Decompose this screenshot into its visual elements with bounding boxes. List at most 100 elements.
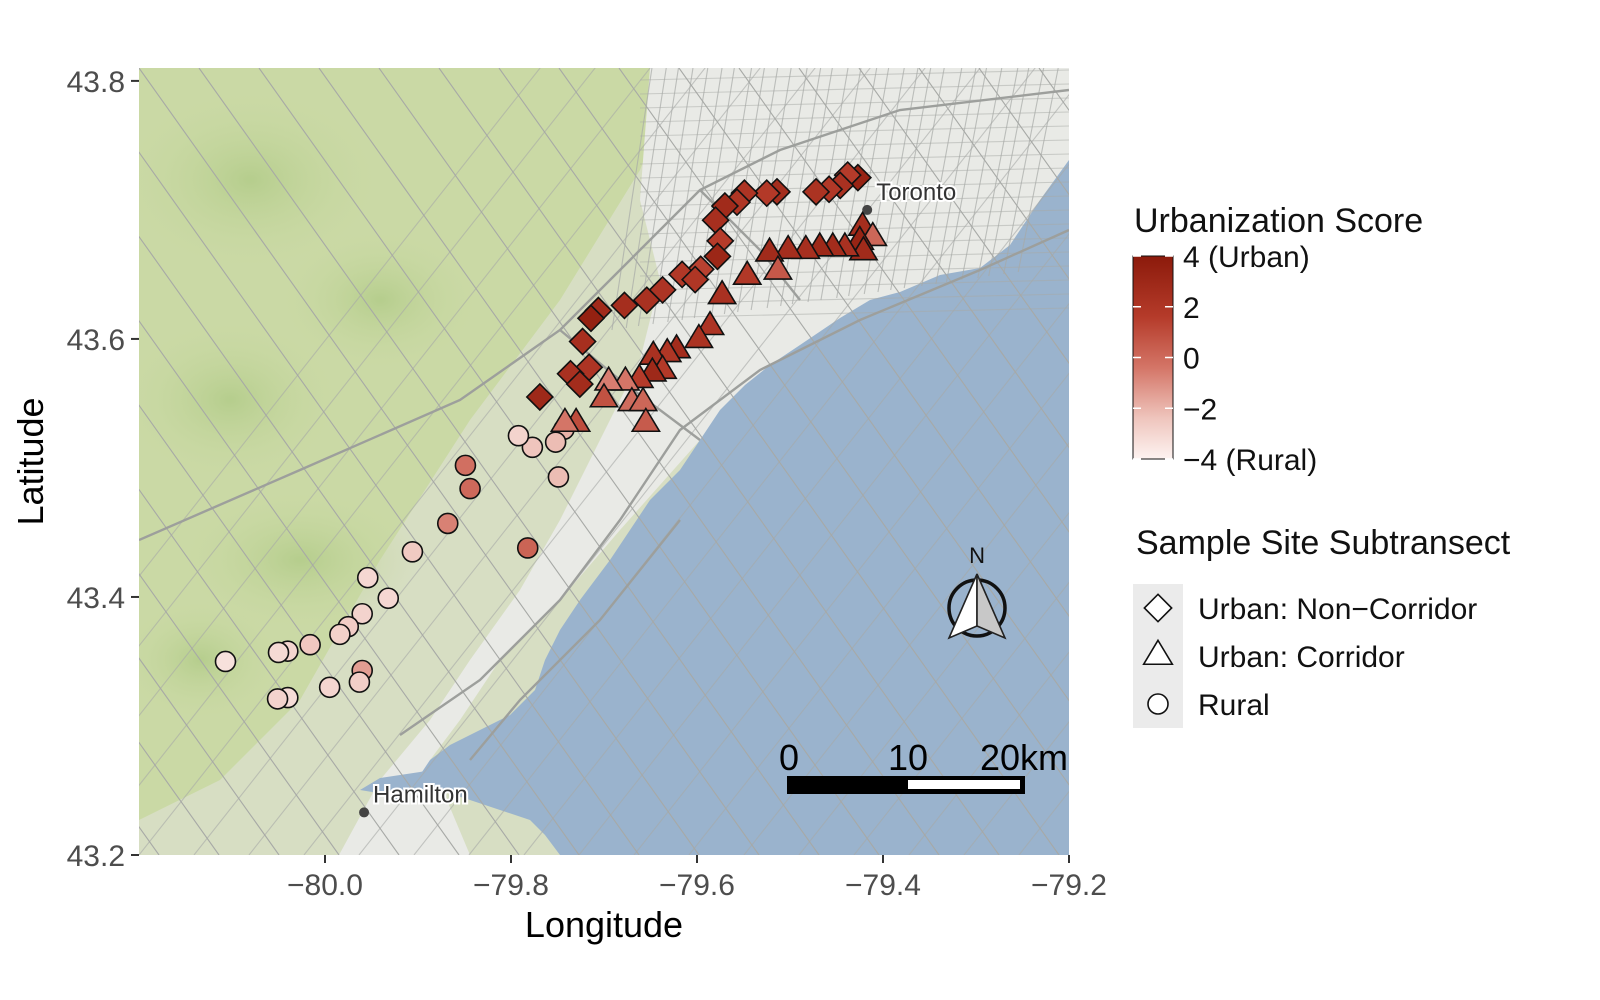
road bbox=[639, 153, 1069, 165]
road bbox=[743, 442, 1069, 855]
y-tick-label: 43.2 bbox=[67, 840, 125, 873]
legend-label-diamond: Urban: Non−Corridor bbox=[1198, 593, 1477, 626]
sample-sites bbox=[214, 160, 888, 710]
road bbox=[1339, 68, 1600, 855]
escarpment-forest bbox=[139, 90, 380, 270]
road bbox=[1294, 0, 1600, 855]
sample-site-diamond bbox=[565, 369, 594, 399]
sample-site-circle bbox=[544, 431, 567, 453]
shape-legend: Sample Site Subtransect Urban: Non−Corri… bbox=[1133, 524, 1511, 728]
road bbox=[1579, 68, 1600, 855]
sample-site-circle bbox=[454, 454, 477, 477]
escarpment-forest bbox=[139, 320, 340, 480]
highway bbox=[399, 228, 1069, 736]
north-arrow: N bbox=[947, 543, 1007, 640]
road bbox=[688, 372, 1069, 855]
sample-site-circle bbox=[507, 424, 530, 447]
road bbox=[918, 68, 1069, 280]
legend-label-circle: Rural bbox=[1198, 689, 1270, 722]
road bbox=[139, 151, 640, 855]
sample-site-triangle bbox=[762, 254, 793, 280]
sample-site-triangle bbox=[588, 382, 620, 408]
road bbox=[798, 68, 1069, 449]
sample-site-triangle bbox=[754, 236, 785, 262]
place-label: Toronto bbox=[876, 179, 956, 206]
scale-bar: 0 10 20km bbox=[779, 737, 1068, 794]
urban-area bbox=[339, 68, 1069, 855]
road bbox=[139, 68, 596, 647]
road bbox=[977, 68, 1019, 279]
sample-site-circle bbox=[377, 587, 400, 610]
sample-site-circle bbox=[267, 641, 290, 664]
road bbox=[139, 488, 400, 855]
sample-site-diamond bbox=[752, 179, 781, 208]
road bbox=[358, 68, 981, 855]
road bbox=[639, 69, 1069, 81]
sample-site-triangle bbox=[773, 234, 804, 260]
x-tick-label: −79.8 bbox=[473, 869, 549, 902]
road bbox=[1099, 68, 1600, 855]
road bbox=[633, 302, 1069, 855]
colorbar-tick-label: 0 bbox=[1183, 343, 1200, 376]
road bbox=[1017, 68, 1059, 273]
sample-site-triangle bbox=[694, 310, 726, 336]
colorbar-tick-label: −2 bbox=[1183, 393, 1217, 426]
colorbar-tick-label: 4 (Urban) bbox=[1183, 241, 1310, 274]
road bbox=[139, 235, 580, 855]
road bbox=[248, 68, 871, 855]
sample-site-diamond bbox=[525, 382, 554, 412]
road bbox=[139, 68, 761, 855]
shape-legend-items: Urban: Non−Corridor Urban: Corridor Rural bbox=[1142, 593, 1477, 722]
sample-site-triangle bbox=[630, 406, 661, 433]
road bbox=[637, 68, 680, 327]
road bbox=[935, 68, 977, 285]
shape-legend-title: Sample Site Subtransect bbox=[1136, 524, 1511, 562]
sample-site-circle bbox=[547, 466, 570, 488]
road bbox=[139, 404, 460, 855]
axes: 43.2 43.4 43.6 43.8 −80.0 −79.8 −79.6 −79.4 −79.… bbox=[10, 66, 1107, 945]
road bbox=[961, 68, 1003, 281]
road bbox=[1404, 0, 1600, 855]
sample-site-circle bbox=[436, 512, 459, 535]
road bbox=[853, 581, 1069, 855]
road bbox=[1519, 68, 1600, 855]
sample-site-circle bbox=[329, 623, 351, 646]
escarpment-forest bbox=[180, 490, 420, 630]
road bbox=[258, 68, 820, 855]
highway bbox=[139, 88, 1069, 542]
road bbox=[639, 195, 1069, 207]
road bbox=[1349, 0, 1600, 855]
basemap: Toronto Hamilton bbox=[139, 0, 1600, 855]
sample-site-triangle bbox=[593, 365, 624, 391]
colorbar-ticks: 4 (Urban) 2 0 −2 −4 (Rural) bbox=[1133, 241, 1317, 477]
road bbox=[139, 68, 541, 578]
road bbox=[890, 68, 932, 291]
legend-key-circle bbox=[1147, 693, 1169, 715]
road bbox=[413, 68, 1036, 855]
road bbox=[639, 139, 1069, 151]
sample-site-circle bbox=[318, 676, 341, 699]
sample-site-circle bbox=[516, 537, 539, 559]
legend-key-diamond bbox=[1143, 593, 1173, 623]
north-arrow-label: N bbox=[969, 543, 985, 568]
road bbox=[438, 68, 1000, 855]
sample-site-triangle bbox=[732, 259, 763, 285]
sample-site-circle bbox=[356, 566, 379, 589]
x-tick-label: −80.0 bbox=[287, 869, 363, 902]
scale-label-20km: 20km bbox=[980, 737, 1068, 778]
y-axis-label: Latitude bbox=[10, 397, 51, 525]
hamilton-harbour bbox=[360, 768, 455, 795]
x-axis-label: Longitude bbox=[525, 904, 683, 945]
road bbox=[139, 657, 280, 855]
road bbox=[318, 68, 880, 855]
road bbox=[139, 68, 651, 717]
road bbox=[877, 68, 919, 293]
sample-site-diamond bbox=[703, 242, 732, 271]
road bbox=[639, 111, 1069, 123]
color-legend-title: Urbanization Score bbox=[1134, 202, 1423, 240]
road bbox=[578, 233, 1069, 855]
escarpment-forest bbox=[139, 600, 280, 720]
sample-site-triangle bbox=[683, 323, 714, 349]
scale-bar-white bbox=[908, 780, 1020, 789]
